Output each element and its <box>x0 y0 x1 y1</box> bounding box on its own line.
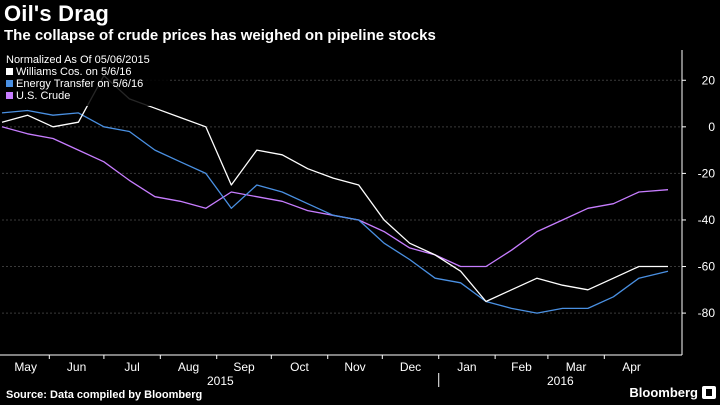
legend-title: Normalized As Of 05/06/2015 <box>6 54 150 66</box>
x-tick-label: Apr <box>622 360 641 374</box>
y-tick-label: -40 <box>698 213 716 227</box>
chart-title: Oil's Drag <box>4 1 110 26</box>
x-tick-label: Aug <box>178 360 199 374</box>
y-tick-label: -80 <box>698 306 716 320</box>
x-tick-label: May <box>14 360 37 374</box>
bloomberg-logo-icon <box>702 386 716 399</box>
x-tick-label: Nov <box>344 360 365 374</box>
brand-name: Bloomberg <box>629 385 698 400</box>
x-tick-label: Mar <box>566 360 587 374</box>
legend-entry-1: Energy Transfer on 5/6/16 <box>16 78 143 90</box>
legend-swatch-1 <box>6 80 13 87</box>
y-tick-label: 20 <box>702 73 716 87</box>
x-tick-label: Jan <box>457 360 476 374</box>
x-tick-label: Dec <box>400 360 421 374</box>
legend-entry-2: U.S. Crude <box>16 90 70 102</box>
legend-swatch-0 <box>6 68 13 75</box>
year-label-2015: 2015 <box>207 374 234 388</box>
legend-background <box>2 50 170 106</box>
series-line-0 <box>1 74 668 303</box>
x-tick-label: Sep <box>233 360 255 374</box>
source-note: Source: Data compiled by Bloomberg <box>6 389 203 401</box>
y-tick-label: -20 <box>698 166 716 180</box>
legend-entry-0: Williams Cos. on 5/6/16 <box>16 66 132 78</box>
x-tick-label: Jul <box>124 360 139 374</box>
x-tick-label: Jun <box>67 360 86 374</box>
y-tick-label: 0 <box>708 120 715 134</box>
gridlines <box>2 79 682 314</box>
x-tick-label: Feb <box>511 360 532 374</box>
series-line-2 <box>1 126 669 268</box>
y-tick-label: -60 <box>698 260 716 274</box>
chart-subtitle: The collapse of crude prices has weighed… <box>4 27 436 44</box>
series-line-1 <box>1 109 669 314</box>
series-lines <box>1 74 669 314</box>
x-tick-label: Oct <box>290 360 309 374</box>
legend-swatch-2 <box>6 92 13 99</box>
year-label-2016: 2016 <box>547 374 574 388</box>
axes: 20 0 -20 -40 -60 -80 May Jun Jul Aug Sep Oct Nov Dec J… <box>0 50 715 388</box>
